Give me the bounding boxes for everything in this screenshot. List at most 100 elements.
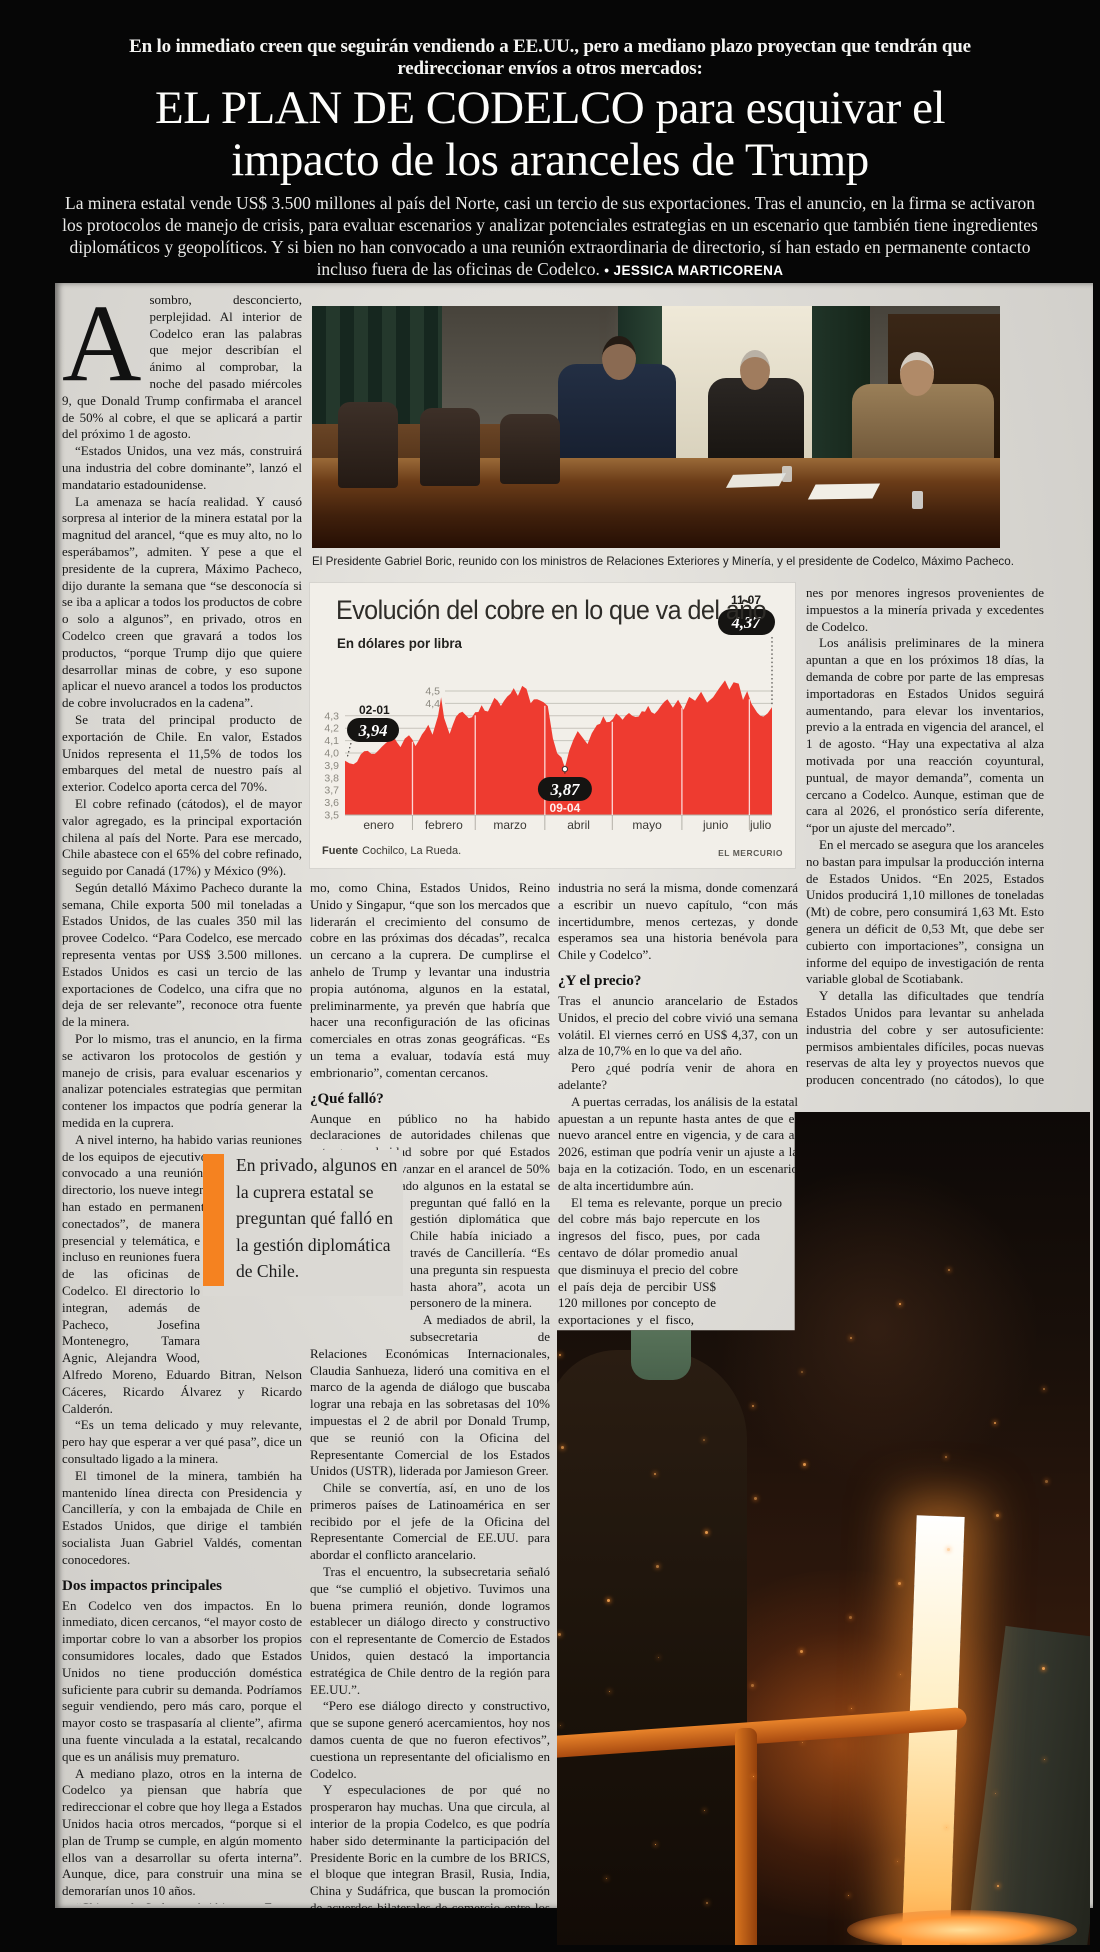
drop-cap: A — [62, 292, 142, 404]
person-silhouette-pacheco — [852, 384, 994, 470]
svg-text:3,6: 3,6 — [324, 797, 339, 809]
spark-dot — [898, 1582, 901, 1585]
byline-bullet-icon: • — [604, 263, 610, 278]
worker-silhouette — [557, 1350, 747, 1945]
spark-dot — [1044, 1759, 1045, 1760]
svg-text:3,9: 3,9 — [324, 760, 339, 772]
chart-credit: EL MERCURIO — [718, 848, 783, 858]
spark-dot — [561, 1446, 564, 1449]
water-glass — [912, 491, 923, 509]
spark-dot — [996, 1514, 999, 1517]
chart-source-text: Cochilco, La Rueda. — [362, 845, 462, 857]
paragraph: El timonel de la minera, también ha mant… — [62, 1467, 302, 1567]
paragraph: “Pero ese diálogo directo y constructivo… — [310, 1698, 550, 1781]
spark-dot — [897, 1861, 898, 1862]
spark-dot — [607, 1599, 610, 1602]
svg-text:3,94: 3,94 — [358, 721, 388, 740]
spark-dot — [655, 1844, 656, 1845]
svg-text:02-01: 02-01 — [359, 703, 390, 717]
spark-dot — [704, 1810, 705, 1811]
water-glass — [782, 466, 792, 482]
svg-text:enero: enero — [363, 818, 394, 832]
article-column-4: nes por menores ingresos provenientes de… — [806, 585, 1044, 1090]
spark-dot — [803, 1463, 806, 1466]
photo-wrap-spacer — [716, 1291, 798, 1323]
person-silhouette-minister — [708, 378, 804, 468]
spark-dot — [1045, 1480, 1048, 1483]
paragraph: Y especulaciones de por qué no prosperar… — [310, 1782, 550, 1908]
kicker-line1: En lo inmediato creen que seguirán vendi… — [129, 36, 971, 57]
svg-text:3,8: 3,8 — [324, 772, 339, 784]
lead-paragraph: La minera estatal vende US$ 3.500 millon… — [58, 192, 1042, 282]
spark-dot — [1042, 1667, 1045, 1670]
sparks-layer — [557, 1112, 1090, 1945]
spark-dot — [609, 1691, 610, 1692]
svg-text:4,5: 4,5 — [425, 686, 440, 698]
svg-text:marzo: marzo — [493, 818, 527, 832]
conference-table — [312, 458, 1000, 548]
spark-dot — [751, 1684, 754, 1687]
paragraph: En el mercado se asegura que los arancel… — [806, 836, 1044, 987]
spark-dot — [656, 1565, 659, 1568]
person-head — [602, 336, 636, 380]
paragraph: industria no será la misma, donde comenz… — [558, 880, 798, 963]
spark-dot — [1043, 1388, 1045, 1390]
paragraph: Chile se convertía, así, en uno de los p… — [310, 1480, 550, 1563]
spark-dot — [849, 1616, 852, 1619]
spark-dot — [560, 1725, 561, 1726]
paragraph: El cobre refinado (cátodos), el de mayor… — [62, 795, 302, 879]
headline-line1: EL PLAN DE CODELCO para esquivar el — [154, 82, 946, 134]
svg-text:4,3: 4,3 — [324, 710, 339, 722]
svg-text:3,87: 3,87 — [549, 780, 580, 799]
spark-dot — [848, 1895, 849, 1896]
spark-dot — [753, 1776, 754, 1777]
kicker: En lo inmediato creen que seguirán vendi… — [80, 36, 1020, 80]
paragraph: Los análisis preliminares de la minera a… — [806, 635, 1044, 836]
spark-dot — [994, 1422, 996, 1424]
svg-text:4,2: 4,2 — [324, 723, 339, 735]
svg-text:3,5: 3,5 — [324, 810, 339, 822]
byline-name: JESSICA MARTICORENA — [613, 263, 784, 278]
railing-post — [735, 1728, 757, 1945]
paragraph: En Codelco ven dos impactos. En lo inmed… — [62, 1597, 302, 1764]
spark-dot — [654, 1473, 656, 1475]
spark-dot — [705, 1531, 708, 1534]
kicker-line2: redireccionar envíos a otros mercados: — [397, 58, 703, 79]
paragraph: nes por menores ingresos provenientes de… — [806, 585, 1044, 634]
person-head — [900, 352, 934, 396]
spark-dot — [945, 1456, 947, 1458]
paragraph: Y detalla las dificultades que tendría E… — [806, 988, 1044, 1090]
spark-dot — [802, 1742, 803, 1743]
chart-source: Fuente Cochilco, La Rueda. — [322, 845, 461, 857]
paragraph: Por lo mismo, tras el anuncio, en la fir… — [62, 1031, 302, 1131]
svg-text:11-07: 11-07 — [731, 593, 761, 607]
spark-dot — [658, 1657, 659, 1658]
svg-text:junio: junio — [702, 818, 729, 832]
spark-dot — [800, 1650, 803, 1653]
paragraph: “Estados Unidos, una vez más, construirá… — [62, 443, 302, 492]
chart-subtitle: En dólares por libra — [337, 635, 462, 651]
svg-text:abril: abril — [567, 818, 590, 832]
spark-dot — [899, 1303, 901, 1305]
spark-dot — [752, 1405, 754, 1407]
pull-quote-text: En privado, algunos en la cuprera estata… — [236, 1155, 398, 1281]
pull-quote: En privado, algunos en la cuprera estata… — [203, 1150, 403, 1296]
paragraph: Tras el anuncio arancelario de Estados U… — [558, 992, 798, 1059]
section-heading: ¿Qué falló? — [310, 1090, 384, 1107]
paragraph: Tras el encuentro, la subsecretaria seña… — [310, 1564, 550, 1697]
article-column-2: mo, como China, Estados Unidos, Reino Un… — [310, 880, 550, 1908]
spark-dot — [948, 1269, 950, 1271]
spark-dot — [851, 1708, 852, 1709]
svg-text:julio: julio — [749, 818, 772, 832]
svg-text:febrero: febrero — [425, 818, 463, 832]
spark-dot — [946, 1827, 947, 1828]
paragraph: El tema es relevante, porque un precio d… — [558, 1195, 798, 1346]
spark-dot — [997, 1885, 999, 1887]
paragraph: Se trata del principal producto de expor… — [62, 711, 302, 795]
svg-text:3,7: 3,7 — [324, 785, 339, 797]
paragraph: mo, como China, Estados Unidos, Reino Un… — [310, 880, 550, 1080]
headline-line2: impacto de los aranceles de Trump — [231, 134, 869, 186]
spark-dot — [559, 1354, 561, 1356]
